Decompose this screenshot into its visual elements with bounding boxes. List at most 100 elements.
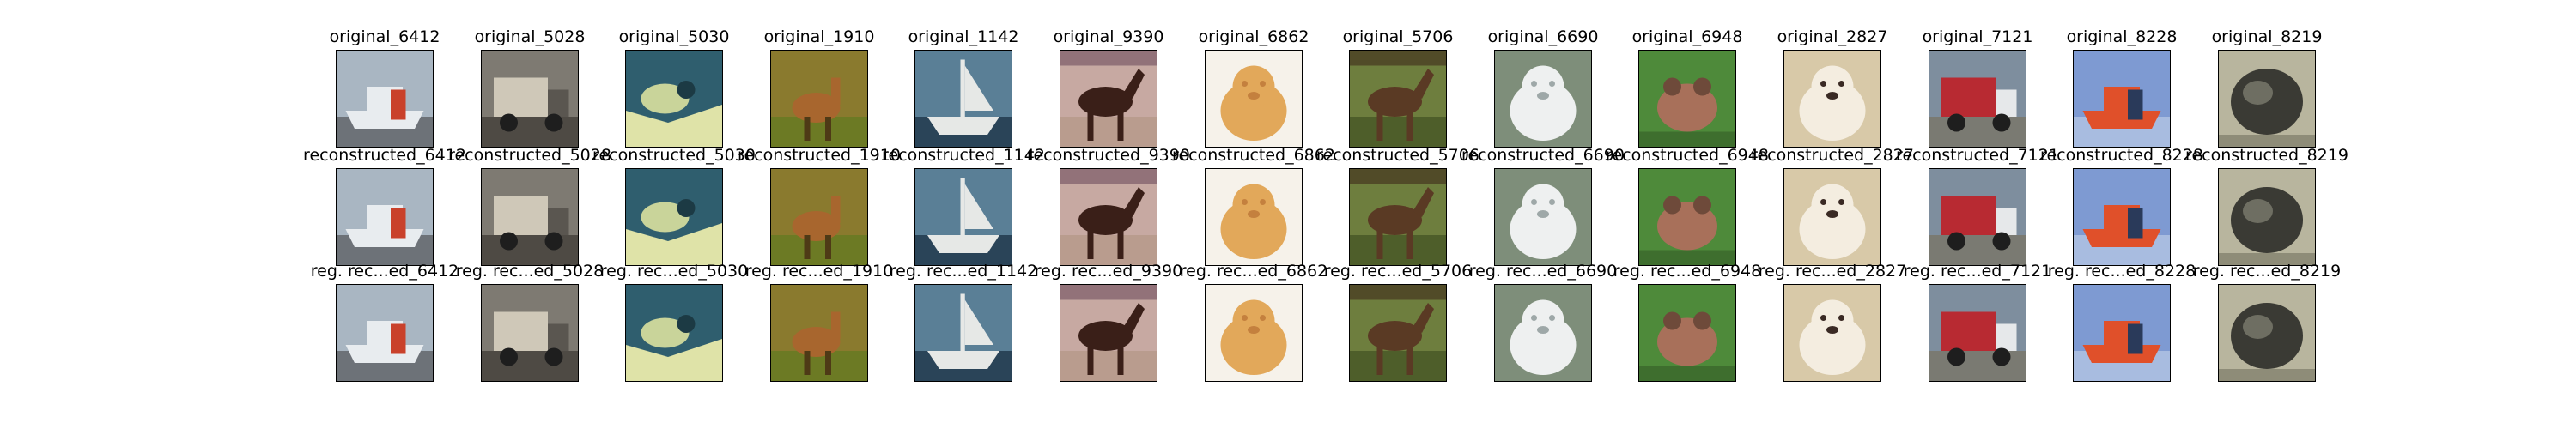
truck-thumbnail (481, 168, 579, 266)
image-title: reconstructed_6412 (303, 146, 466, 165)
image-title: original_5706 (1342, 27, 1454, 46)
cat-thumbnail (2218, 168, 2316, 266)
image-title: reg. rec...ed_8228 (2047, 262, 2196, 281)
deer-thumbnail (770, 284, 868, 382)
cat-thumbnail (2218, 284, 2316, 382)
image-title: reconstructed_9390 (1027, 146, 1190, 165)
image-title: original_8219 (2211, 27, 2323, 46)
image-title: original_1142 (908, 27, 1019, 46)
dog-icon (1495, 169, 1591, 265)
dog-icon (1784, 51, 1880, 147)
image-title: original_6690 (1487, 27, 1599, 46)
image-title: original_7121 (1922, 27, 2033, 46)
horse-thumbnail (1060, 50, 1157, 148)
dog-thumbnail (1783, 284, 1881, 382)
truck-icon (1929, 51, 2026, 147)
image-title: reconstructed_8228 (2040, 146, 2203, 165)
dog-icon (1495, 285, 1591, 381)
horse-icon (1350, 51, 1446, 147)
horse-thumbnail (1060, 168, 1157, 266)
image-title: reconstructed_8219 (2185, 146, 2348, 165)
truck-icon (1929, 285, 2026, 381)
cat-icon (2219, 51, 2315, 147)
image-title: reg. rec...ed_7121 (1903, 262, 2052, 281)
ship-icon (2074, 51, 2170, 147)
boat-thumbnail (914, 284, 1012, 382)
truck-thumbnail (481, 284, 579, 382)
horse-icon (1060, 51, 1157, 147)
image-title: reconstructed_5028 (448, 146, 611, 165)
image-title: reconstructed_1142 (882, 146, 1045, 165)
image-title: original_6412 (329, 27, 440, 46)
dog-icon (1784, 285, 1880, 381)
horse-icon (1060, 285, 1157, 381)
ship-icon (337, 169, 433, 265)
frog-icon (1639, 285, 1735, 381)
bird-thumbnail (625, 284, 723, 382)
boat-thumbnail (914, 168, 1012, 266)
truck-thumbnail (1929, 284, 2026, 382)
image-title: reg. rec...ed_1142 (889, 262, 1038, 281)
truck-icon (482, 51, 578, 147)
truck-thumbnail (481, 50, 579, 148)
bird-icon (626, 285, 722, 381)
image-title: reconstructed_6690 (1461, 146, 1625, 165)
horse-thumbnail (1349, 50, 1447, 148)
cat-thumbnail (2218, 50, 2316, 148)
ship-thumbnail (2073, 168, 2171, 266)
truck-icon (482, 285, 578, 381)
deer-icon (771, 169, 867, 265)
dog-icon (1495, 51, 1591, 147)
image-title: reg. rec...ed_5706 (1323, 262, 1473, 281)
image-title: original_6948 (1631, 27, 1743, 46)
dog-thumbnail (1783, 50, 1881, 148)
image-title: original_1910 (763, 27, 875, 46)
image-title: original_2827 (1777, 27, 1888, 46)
image-title: reconstructed_6862 (1172, 146, 1335, 165)
image-title: reconstructed_2827 (1751, 146, 1914, 165)
image-title: reg. rec...ed_6948 (1613, 262, 1762, 281)
image-title: reconstructed_7121 (1896, 146, 2059, 165)
horse-thumbnail (1349, 284, 1447, 382)
image-title: reg. rec...ed_1910 (744, 262, 894, 281)
ship-icon (2074, 169, 2170, 265)
frog-thumbnail (1638, 284, 1736, 382)
image-title: reg. rec...ed_6690 (1468, 262, 1618, 281)
cat-icon (2219, 169, 2315, 265)
image-title: original_9390 (1053, 27, 1164, 46)
ship-thumbnail (2073, 284, 2171, 382)
ship-thumbnail (336, 168, 434, 266)
image-title: reconstructed_1910 (738, 146, 901, 165)
boat-icon (915, 169, 1012, 265)
image-title: reg. rec...ed_8219 (2192, 262, 2342, 281)
boat-thumbnail (914, 50, 1012, 148)
image-title: reg. rec...ed_6862 (1179, 262, 1328, 281)
cat-icon (2219, 285, 2315, 381)
boat-icon (915, 51, 1012, 147)
truck-icon (482, 169, 578, 265)
ship-icon (337, 51, 433, 147)
dog-thumbnail (1205, 50, 1303, 148)
ship-icon (2074, 285, 2170, 381)
ship-thumbnail (336, 284, 434, 382)
horse-thumbnail (1060, 284, 1157, 382)
ship-thumbnail (2073, 50, 2171, 148)
deer-icon (771, 51, 867, 147)
deer-icon (771, 285, 867, 381)
dog-icon (1206, 285, 1302, 381)
image-title: reg. rec...ed_5030 (599, 262, 749, 281)
image-title: reconstructed_5706 (1316, 146, 1479, 165)
image-title: reg. rec...ed_5028 (455, 262, 605, 281)
horse-icon (1350, 285, 1446, 381)
dog-thumbnail (1494, 50, 1592, 148)
truck-icon (1929, 169, 2026, 265)
image-title: reconstructed_5030 (592, 146, 756, 165)
truck-thumbnail (1929, 50, 2026, 148)
dog-thumbnail (1494, 284, 1592, 382)
image-title: reg. rec...ed_2827 (1758, 262, 1907, 281)
dog-icon (1206, 169, 1302, 265)
dog-thumbnail (1494, 168, 1592, 266)
boat-icon (915, 285, 1012, 381)
image-title: reg. rec...ed_6412 (310, 262, 459, 281)
dog-icon (1784, 169, 1880, 265)
